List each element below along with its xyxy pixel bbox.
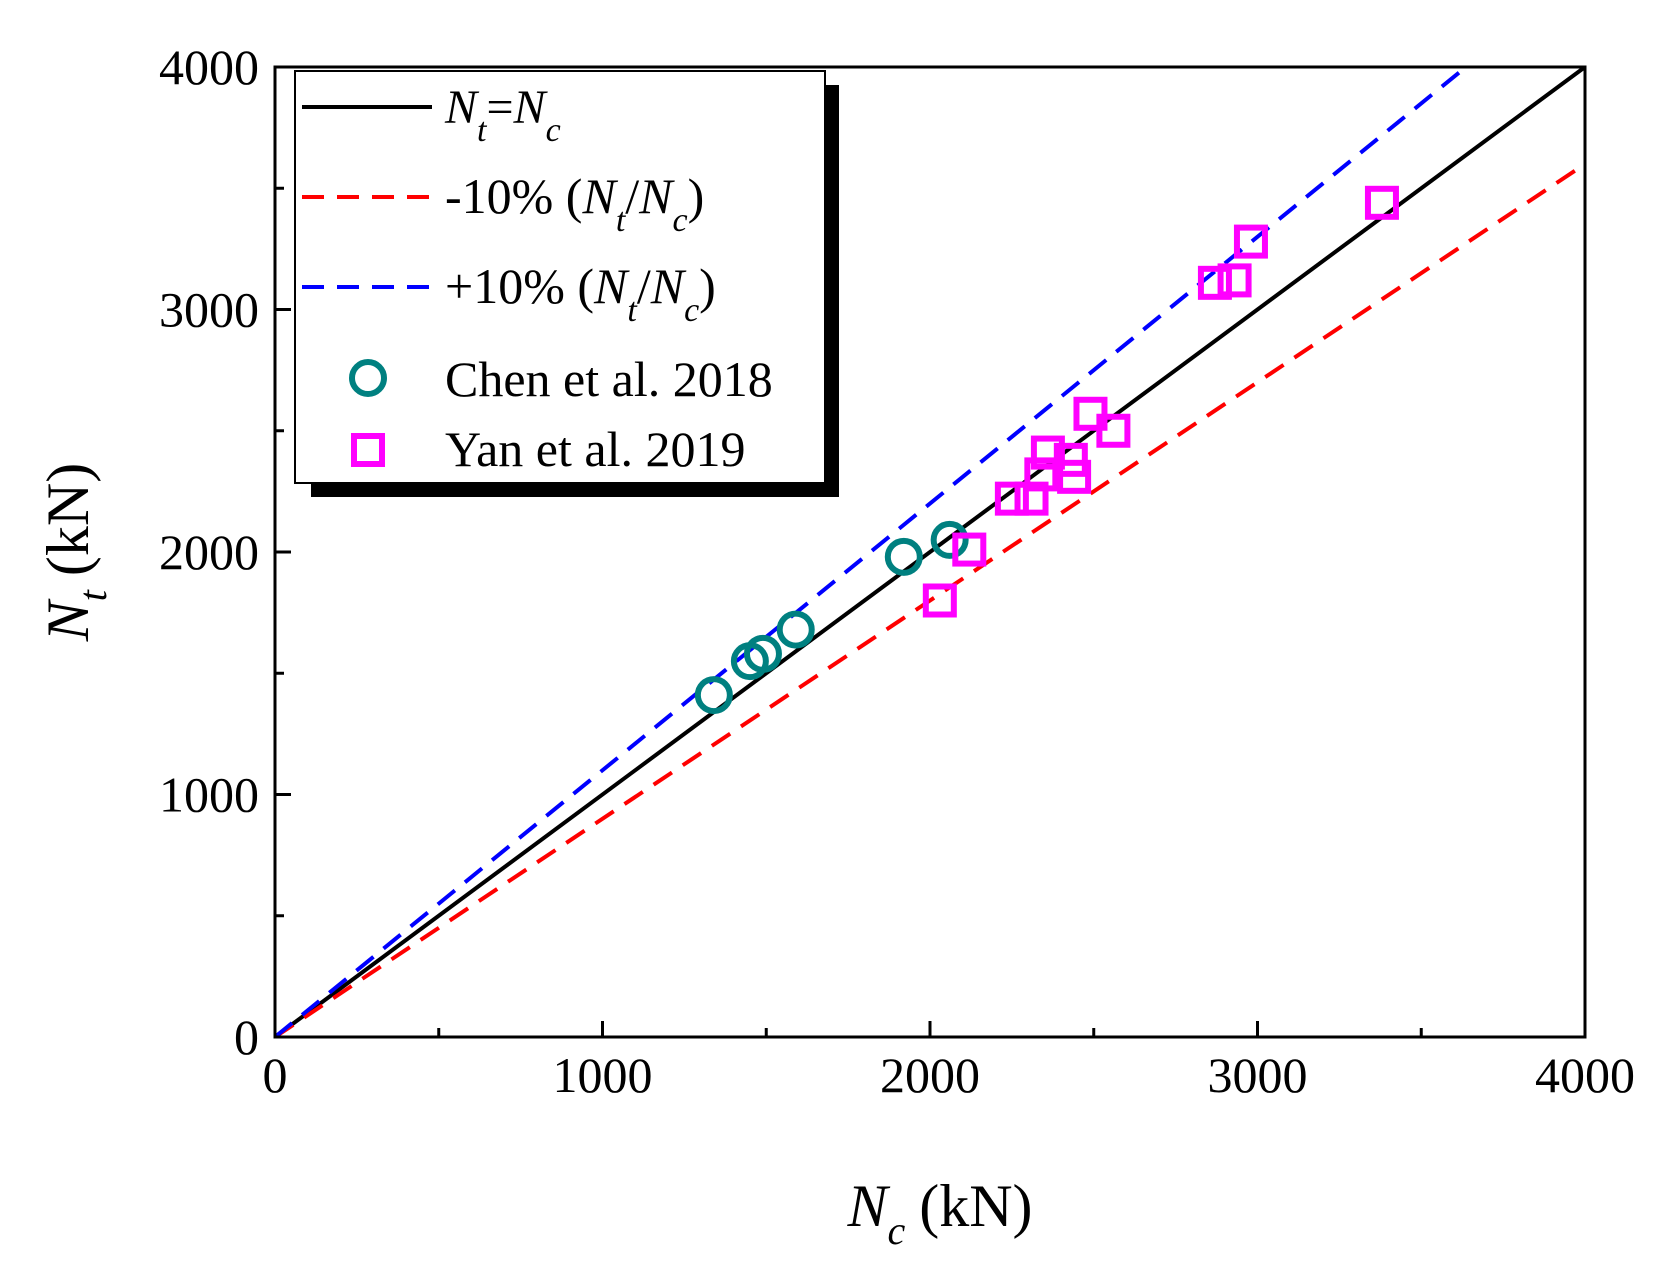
yan-et-al-2019-point-7 bbox=[1057, 459, 1092, 494]
ref-line-plus10 bbox=[275, 67, 1470, 1037]
legend-label-plus10: +10% (Nt/Nc) bbox=[445, 258, 716, 329]
chen-et-al-2018-point-4 bbox=[884, 537, 923, 576]
y-tick-label-2000: 2000 bbox=[159, 524, 259, 580]
y-tick-label-3000: 3000 bbox=[159, 282, 259, 338]
x-tick-label-1000: 1000 bbox=[553, 1047, 653, 1103]
yan-et-al-2019-point-13 bbox=[1364, 185, 1399, 220]
yan-et-al-2019-point-9 bbox=[1096, 413, 1131, 448]
x-tick-label-4000: 4000 bbox=[1535, 1047, 1635, 1103]
legend-marker-chen bbox=[349, 359, 387, 397]
yan-et-al-2019-point-3 bbox=[1014, 481, 1049, 516]
chen-et-al-2018-point-5 bbox=[930, 520, 969, 559]
x-tick-label-2000: 2000 bbox=[880, 1047, 980, 1103]
x-tick-label-0: 0 bbox=[263, 1047, 288, 1103]
y-tick-label-1000: 1000 bbox=[159, 767, 259, 823]
yan-et-al-2019-point-1 bbox=[952, 532, 987, 567]
yan-et-al-2019-point-11 bbox=[1217, 263, 1252, 298]
legend: Nt=Nc -10% (Nt/Nc) +10% (Nt/Nc) Chen et … bbox=[294, 70, 839, 497]
x-tick-label-3000: 3000 bbox=[1208, 1047, 1308, 1103]
yan-et-al-2019-point-10 bbox=[1197, 265, 1232, 300]
y-tick-label-4000: 4000 bbox=[159, 39, 259, 95]
reference-lines bbox=[275, 67, 1585, 1037]
legend-label-yan: Yan et al. 2019 bbox=[445, 421, 745, 477]
data-points bbox=[694, 185, 1399, 715]
axis-ticks bbox=[273, 65, 1587, 1039]
legend-label-minus10: -10% (Nt/Nc) bbox=[445, 168, 704, 239]
legend-label-equal: Nt=Nc bbox=[444, 81, 561, 149]
legend-label-chen: Chen et al. 2018 bbox=[445, 351, 773, 407]
yan-et-al-2019-point-12 bbox=[1233, 224, 1268, 259]
ref-line-equal bbox=[275, 67, 1585, 1037]
chen-et-al-2018-point-2 bbox=[743, 634, 782, 673]
y-axis-title: Nt(kN) bbox=[35, 463, 115, 642]
y-tick-label-0: 0 bbox=[234, 1009, 259, 1065]
yan-et-al-2019-point-0 bbox=[922, 583, 957, 618]
ref-line-minus10 bbox=[275, 162, 1585, 1037]
x-tick-labels: 0 1000 2000 3000 4000 bbox=[263, 1047, 1636, 1103]
x-axis-title: Nc (kN) bbox=[846, 1173, 1032, 1253]
chen-et-al-2018-point-0 bbox=[694, 676, 733, 715]
chen-et-al-2018-point-3 bbox=[776, 610, 815, 649]
legend-marker-yan bbox=[351, 433, 385, 467]
yan-et-al-2019-point-2 bbox=[994, 481, 1029, 516]
legend-box bbox=[294, 70, 826, 484]
y-tick-labels: 0 1000 2000 3000 4000 bbox=[159, 39, 259, 1065]
yan-et-al-2019-point-5 bbox=[1030, 435, 1065, 470]
